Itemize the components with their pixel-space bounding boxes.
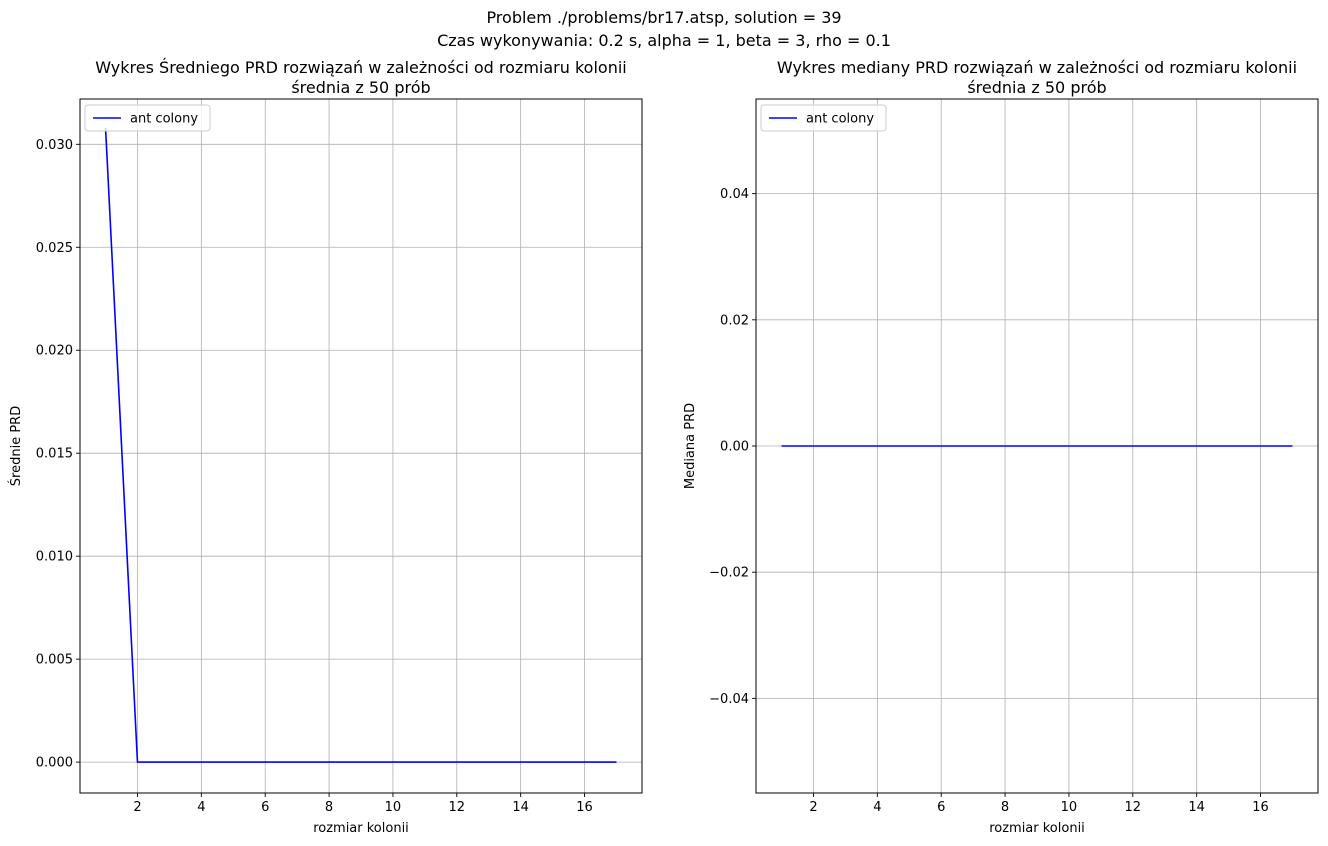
chart-subtitle: średnia z 50 prób: [291, 78, 430, 97]
y-tick-label: 0.010: [36, 550, 73, 565]
y-tick-label: −0.02: [709, 566, 749, 581]
legend: ant colony: [760, 104, 887, 132]
y-tick-label: 0.04: [720, 187, 749, 202]
x-tick-label: 8: [1001, 800, 1009, 815]
x-tick-label: 10: [385, 800, 402, 815]
y-tick-label: 0.025: [36, 241, 73, 256]
x-tick-label: 2: [809, 800, 817, 815]
figure-suptitle-line2: Czas wykonywania: 0.2 s, alpha = 1, beta…: [437, 31, 891, 50]
x-tick-label: 14: [512, 800, 529, 815]
legend: ant colony: [84, 104, 211, 132]
x-tick-label: 16: [576, 800, 593, 815]
y-axis-label: Średnie PRD: [8, 406, 24, 486]
x-tick-label: 12: [1125, 800, 1142, 815]
chart-panel-mean-prd: Wykres Średniego PRD rozwiązań w zależno…: [8, 58, 643, 836]
x-tick-label: 14: [1188, 800, 1205, 815]
x-axis-label: rozmiar kolonii: [313, 821, 409, 836]
y-tick-label: 0.005: [36, 653, 73, 668]
x-tick-label: 8: [325, 800, 333, 815]
legend-box: [760, 104, 887, 132]
legend-label: ant colony: [130, 112, 198, 127]
y-tick-label: 0.015: [36, 447, 73, 462]
y-axis-label: Mediana PRD: [683, 403, 698, 489]
axes-frame: [79, 98, 643, 794]
x-tick-label: 4: [873, 800, 881, 815]
y-tick-label: 0.020: [36, 344, 73, 359]
x-tick-label: 4: [197, 800, 205, 815]
chart-title: Wykres mediany PRD rozwiązań w zależnośc…: [777, 58, 1297, 77]
series-line-ant-colony: [104, 127, 617, 763]
legend-label: ant colony: [806, 112, 874, 127]
x-axis-label: rozmiar kolonii: [989, 821, 1085, 836]
chart-subtitle: średnia z 50 prób: [967, 78, 1106, 97]
y-tick-label: −0.04: [709, 692, 749, 707]
chart-panel-median-prd: Wykres mediany PRD rozwiązań w zależnośc…: [683, 58, 1319, 836]
chart-title: Wykres Średniego PRD rozwiązań w zależno…: [95, 58, 626, 77]
y-tick-label: 0.000: [36, 756, 73, 771]
y-tick-label: 0.00: [720, 440, 749, 455]
x-tick-label: 12: [449, 800, 466, 815]
x-tick-label: 2: [133, 800, 141, 815]
x-tick-label: 6: [937, 800, 945, 815]
y-tick-label: 0.030: [36, 138, 73, 153]
x-tick-label: 6: [261, 800, 269, 815]
figure-suptitle-line1: Problem ./problems/br17.atsp, solution =…: [486, 8, 841, 27]
x-tick-label: 16: [1252, 800, 1269, 815]
x-tick-label: 10: [1061, 800, 1078, 815]
y-tick-label: 0.02: [720, 313, 749, 328]
legend-box: [84, 104, 211, 132]
